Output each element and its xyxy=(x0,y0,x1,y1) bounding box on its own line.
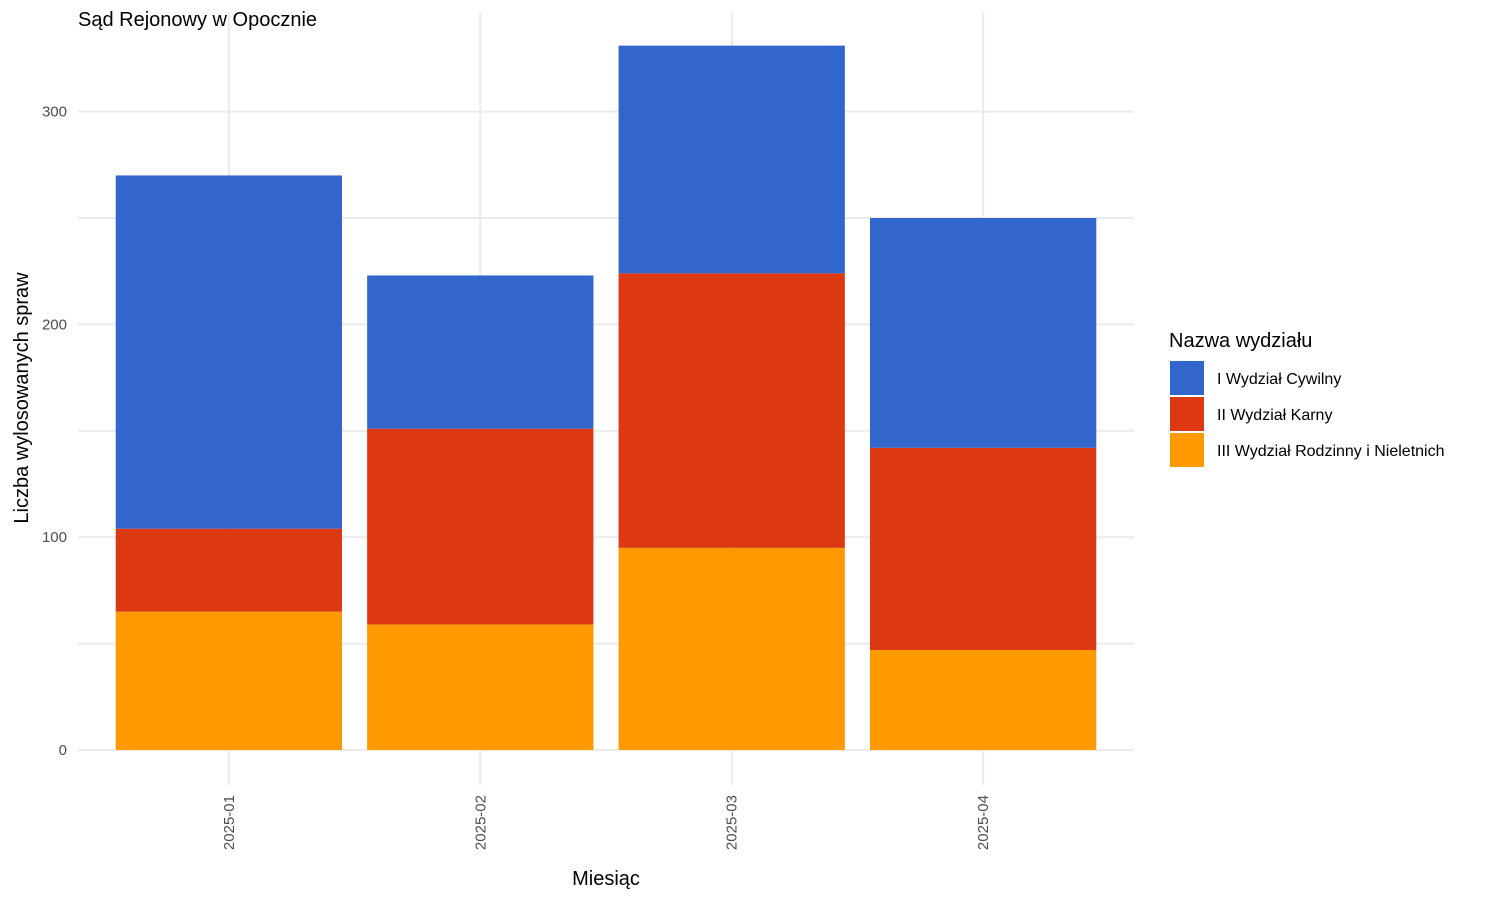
bar-2025-01-series-1 xyxy=(115,528,342,612)
x-tick-labels: 2025-01 2025-02 2025-03 2025-04 xyxy=(221,795,992,850)
bar-2025-01-series-2 xyxy=(115,175,342,529)
bar-2025-02-series-1 xyxy=(367,428,594,625)
y-tick-label-300: 300 xyxy=(42,104,67,121)
bar-2025-03-series-0 xyxy=(618,547,845,750)
legend-swatch-1 xyxy=(1170,397,1204,431)
y-tick-labels: 0 100 200 300 xyxy=(42,104,67,759)
x-axis-title: Miesiąc xyxy=(572,868,640,890)
x-tick-label-2025-02: 2025-02 xyxy=(472,795,489,850)
y-tick-label-0: 0 xyxy=(59,742,67,759)
bar-2025-04-series-2 xyxy=(870,218,1097,448)
y-axis-title: Liczba wylosowanych spraw xyxy=(11,272,33,524)
bar-2025-04-series-1 xyxy=(870,447,1097,650)
bars xyxy=(115,45,1097,750)
y-tick-label-100: 100 xyxy=(42,529,67,546)
bar-2025-02-series-2 xyxy=(367,275,594,429)
legend: Nazwa wydziału I Wydział Cywilny II Wydzi… xyxy=(1169,330,1445,467)
x-tick-label-2025-04: 2025-04 xyxy=(975,795,992,850)
y-tick-label-200: 200 xyxy=(42,316,67,333)
legend-swatch-2 xyxy=(1170,433,1204,467)
legend-label-1: II Wydział Karny xyxy=(1217,407,1332,424)
bar-2025-03-series-2 xyxy=(618,45,845,274)
bar-2025-02-series-0 xyxy=(367,624,594,750)
legend-title: Nazwa wydziału xyxy=(1169,330,1312,352)
x-tick-label-2025-01: 2025-01 xyxy=(221,795,238,850)
legend-label-2: III Wydział Rodzinny i Nieletnich xyxy=(1217,443,1445,460)
chart-title: Sąd Rejonowy w Opocznie xyxy=(78,9,317,31)
bar-2025-04-series-0 xyxy=(870,649,1097,750)
bar-2025-01-series-0 xyxy=(115,611,342,750)
bar-2025-03-series-1 xyxy=(618,273,845,548)
x-tick-label-2025-03: 2025-03 xyxy=(724,795,741,850)
legend-swatch-0 xyxy=(1170,361,1204,395)
legend-label-0: I Wydział Cywilny xyxy=(1217,371,1341,388)
